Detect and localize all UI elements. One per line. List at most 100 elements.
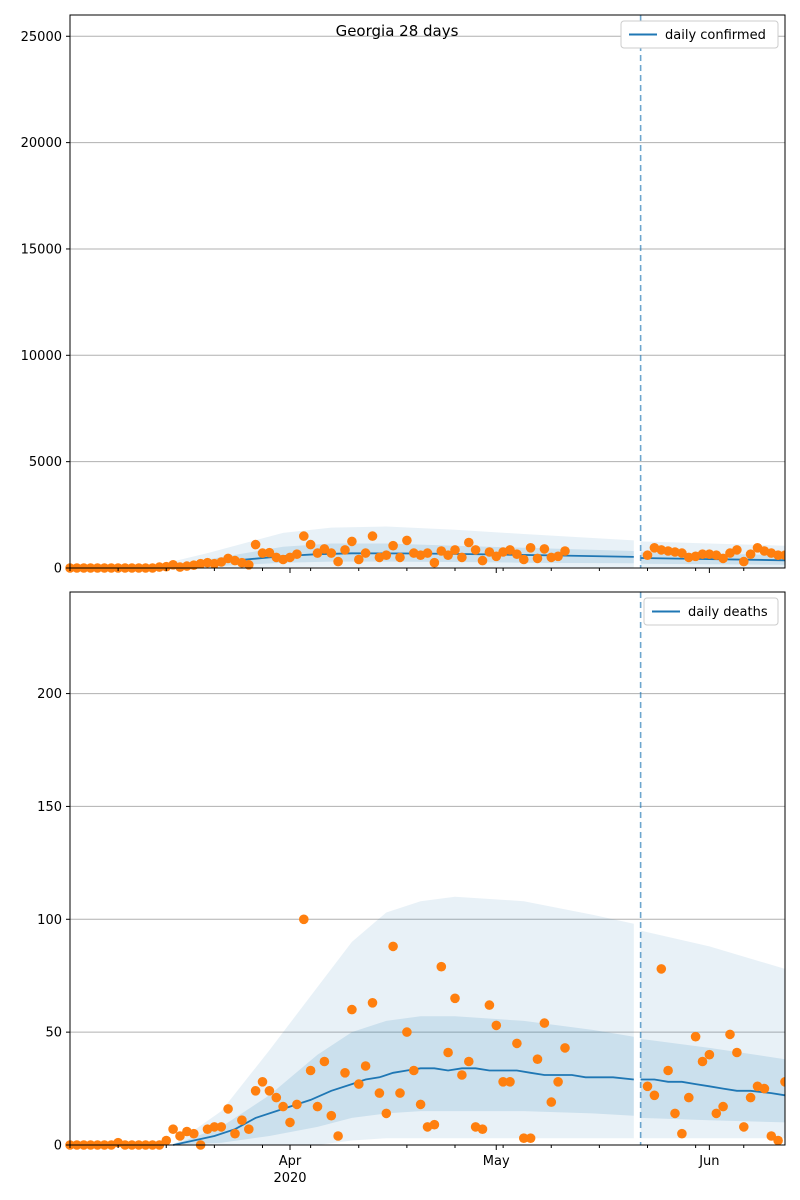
data-point — [299, 531, 309, 541]
data-point — [395, 1088, 405, 1098]
data-point — [305, 539, 316, 550]
data-point — [766, 1131, 777, 1141]
data-point — [250, 539, 261, 550]
data-point — [505, 545, 515, 555]
y-tick-label: 200 — [37, 687, 62, 702]
data-point — [470, 545, 481, 555]
data-point — [532, 1054, 543, 1064]
data-point — [415, 1099, 426, 1110]
legend-label: daily deaths — [688, 605, 768, 620]
data-point — [704, 1049, 715, 1060]
data-point — [560, 546, 570, 556]
data-point — [519, 1133, 529, 1143]
data-point — [464, 537, 474, 548]
data-point — [216, 1122, 227, 1132]
data-point — [732, 545, 742, 555]
data-point — [340, 545, 350, 555]
confidence-band-inner — [173, 1016, 634, 1145]
observed-points — [65, 531, 800, 573]
data-point — [732, 1047, 742, 1058]
data-point — [684, 1092, 694, 1103]
data-point — [553, 1077, 563, 1087]
data-point — [739, 556, 749, 567]
data-point — [560, 1043, 570, 1053]
x-tick-label: Apr — [279, 1154, 302, 1169]
data-point — [422, 548, 433, 558]
data-point — [367, 531, 378, 541]
y-tick-label: 5000 — [29, 455, 62, 470]
data-point — [360, 548, 371, 558]
y-tick-label: 100 — [37, 913, 62, 928]
chart-title: Georgia 28 days — [336, 22, 459, 40]
legend-label: daily confirmed — [665, 28, 766, 43]
model-line — [640, 557, 786, 562]
data-point — [347, 1004, 357, 1015]
data-point — [505, 1077, 515, 1087]
data-point — [299, 914, 309, 925]
confidence-band-outer — [173, 896, 634, 1145]
data-point — [690, 1031, 701, 1042]
data-point — [477, 555, 488, 566]
data-point — [739, 1122, 749, 1132]
x-tick-label: Jun — [698, 1154, 719, 1169]
data-point — [264, 547, 275, 558]
y-tick-label: 50 — [45, 1026, 62, 1041]
data-point — [457, 1070, 467, 1080]
data-point — [292, 1099, 302, 1110]
data-point — [532, 553, 543, 564]
y-tick-label: 0 — [54, 562, 62, 577]
data-point — [395, 552, 405, 563]
y-tick-label: 25000 — [21, 30, 62, 45]
data-point — [525, 1133, 536, 1143]
data-point — [457, 552, 467, 563]
data-point — [697, 1056, 708, 1067]
data-point — [168, 1124, 178, 1134]
y-tick-label: 10000 — [21, 349, 62, 364]
data-point — [443, 1047, 453, 1058]
data-point — [525, 543, 536, 553]
data-point — [677, 548, 687, 558]
data-point — [367, 998, 378, 1008]
data-point — [402, 535, 412, 546]
data-point — [443, 550, 453, 560]
data-point — [663, 1065, 673, 1076]
data-point — [450, 993, 460, 1004]
data-point — [498, 1077, 508, 1087]
data-point — [340, 1068, 350, 1078]
data-point — [794, 548, 800, 558]
data-point — [491, 1020, 502, 1031]
data-point — [161, 1135, 172, 1146]
confidence-band-outer — [640, 930, 785, 1139]
data-point — [464, 1056, 474, 1067]
data-point — [333, 556, 343, 567]
data-point — [711, 1108, 722, 1119]
data-point — [374, 1088, 385, 1098]
data-point — [189, 1128, 199, 1139]
data-point — [250, 1086, 261, 1096]
chart-confirmed: 0 5000 10000 15000 20000 25000 Georgia 28 day… — [21, 14, 800, 577]
x-axis — [69, 568, 745, 573]
data-point — [381, 550, 392, 560]
data-point — [773, 1135, 783, 1146]
data-point — [237, 1115, 247, 1125]
data-point — [450, 545, 460, 555]
data-point — [539, 1018, 550, 1028]
data-point — [718, 553, 728, 564]
data-point — [553, 551, 563, 562]
data-point — [642, 550, 653, 560]
data-point — [244, 1124, 254, 1134]
data-point — [388, 540, 398, 551]
data-point — [319, 1056, 330, 1067]
data-point — [787, 966, 797, 976]
data-point — [436, 961, 447, 972]
legend-box — [643, 597, 779, 626]
x-axis: Apr 2020 May Jun — [69, 1145, 745, 1186]
data-point — [718, 1101, 728, 1112]
data-point — [780, 1077, 785, 1087]
data-point — [175, 1131, 185, 1141]
data-point — [292, 549, 302, 559]
data-point — [319, 544, 330, 554]
data-point — [154, 562, 165, 572]
data-point — [257, 548, 268, 558]
